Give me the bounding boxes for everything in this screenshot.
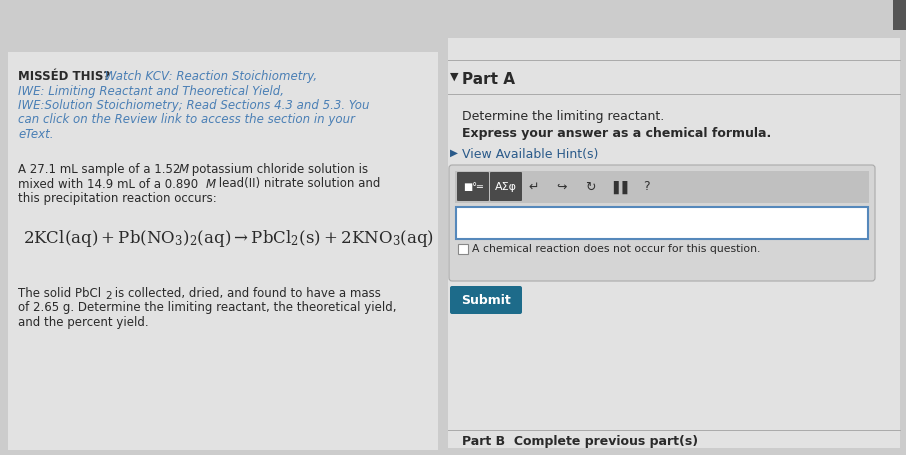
- Text: IWE: Limiting Reactant and Theoretical Yield,: IWE: Limiting Reactant and Theoretical Y…: [18, 85, 284, 97]
- Text: $\mathregular{2KCl(aq) + Pb(NO_3)_2(aq) \rightarrow PbCl_2(s) + 2KNO_3(aq)}$: $\mathregular{2KCl(aq) + Pb(NO_3)_2(aq) …: [23, 228, 434, 249]
- Text: ↪: ↪: [557, 181, 567, 193]
- Text: mixed with 14.9 mL of a 0.890: mixed with 14.9 mL of a 0.890: [18, 177, 202, 191]
- Text: Submit: Submit: [461, 293, 511, 307]
- Text: M: M: [179, 163, 189, 176]
- FancyBboxPatch shape: [457, 172, 489, 201]
- Text: A 27.1 mL sample of a 1.52: A 27.1 mL sample of a 1.52: [18, 163, 184, 176]
- Bar: [456, 207, 868, 239]
- Text: View Available Hint(s): View Available Hint(s): [462, 148, 598, 161]
- Text: M: M: [206, 177, 217, 191]
- Text: ▶: ▶: [450, 148, 458, 158]
- Text: potassium chloride solution is: potassium chloride solution is: [188, 163, 368, 176]
- Text: Watch KCV: Reaction Stoichiometry,: Watch KCV: Reaction Stoichiometry,: [101, 70, 317, 83]
- Text: Part B  Complete previous part(s): Part B Complete previous part(s): [462, 435, 699, 448]
- Text: ?: ?: [642, 181, 650, 193]
- Text: 2: 2: [105, 291, 111, 301]
- Text: Determine the limiting reactant.: Determine the limiting reactant.: [462, 110, 664, 123]
- Text: Express your answer as a chemical formula.: Express your answer as a chemical formul…: [462, 127, 771, 140]
- Text: this precipitation reaction occurs:: this precipitation reaction occurs:: [18, 192, 217, 205]
- Text: lead(II) nitrate solution and: lead(II) nitrate solution and: [215, 177, 381, 191]
- Text: is collected, dried, and found to have a mass: is collected, dried, and found to have a…: [111, 287, 381, 300]
- FancyBboxPatch shape: [450, 286, 522, 314]
- Bar: [893, 0, 906, 30]
- Text: of 2.65 g. Determine the limiting reactant, the theoretical yield,: of 2.65 g. Determine the limiting reacta…: [18, 302, 397, 314]
- Text: can click on the Review link to access the section in your: can click on the Review link to access t…: [18, 113, 355, 126]
- FancyBboxPatch shape: [449, 165, 875, 281]
- Text: and the percent yield.: and the percent yield.: [18, 316, 149, 329]
- Text: ▼: ▼: [450, 72, 458, 82]
- Text: Part A: Part A: [462, 72, 515, 87]
- Text: IWE:Solution Stoichiometry; Read Sections 4.3 and 5.3. You: IWE:Solution Stoichiometry; Read Section…: [18, 99, 370, 112]
- Text: A chemical reaction does not occur for this question.: A chemical reaction does not occur for t…: [472, 244, 760, 254]
- Text: ↻: ↻: [584, 181, 595, 193]
- Bar: [448, 38, 900, 448]
- Bar: [8, 52, 438, 450]
- Text: The solid PbCl: The solid PbCl: [18, 287, 101, 300]
- Text: eText.: eText.: [18, 128, 53, 141]
- Text: AΣφ: AΣφ: [495, 182, 517, 192]
- Text: ▐▐: ▐▐: [608, 180, 628, 194]
- FancyBboxPatch shape: [490, 172, 522, 201]
- Text: ■°═: ■°═: [463, 182, 483, 192]
- Bar: [455, 171, 869, 203]
- Text: MISSÉD THIS?: MISSÉD THIS?: [18, 70, 111, 83]
- Bar: [458, 244, 468, 254]
- Text: ↵: ↵: [529, 181, 539, 193]
